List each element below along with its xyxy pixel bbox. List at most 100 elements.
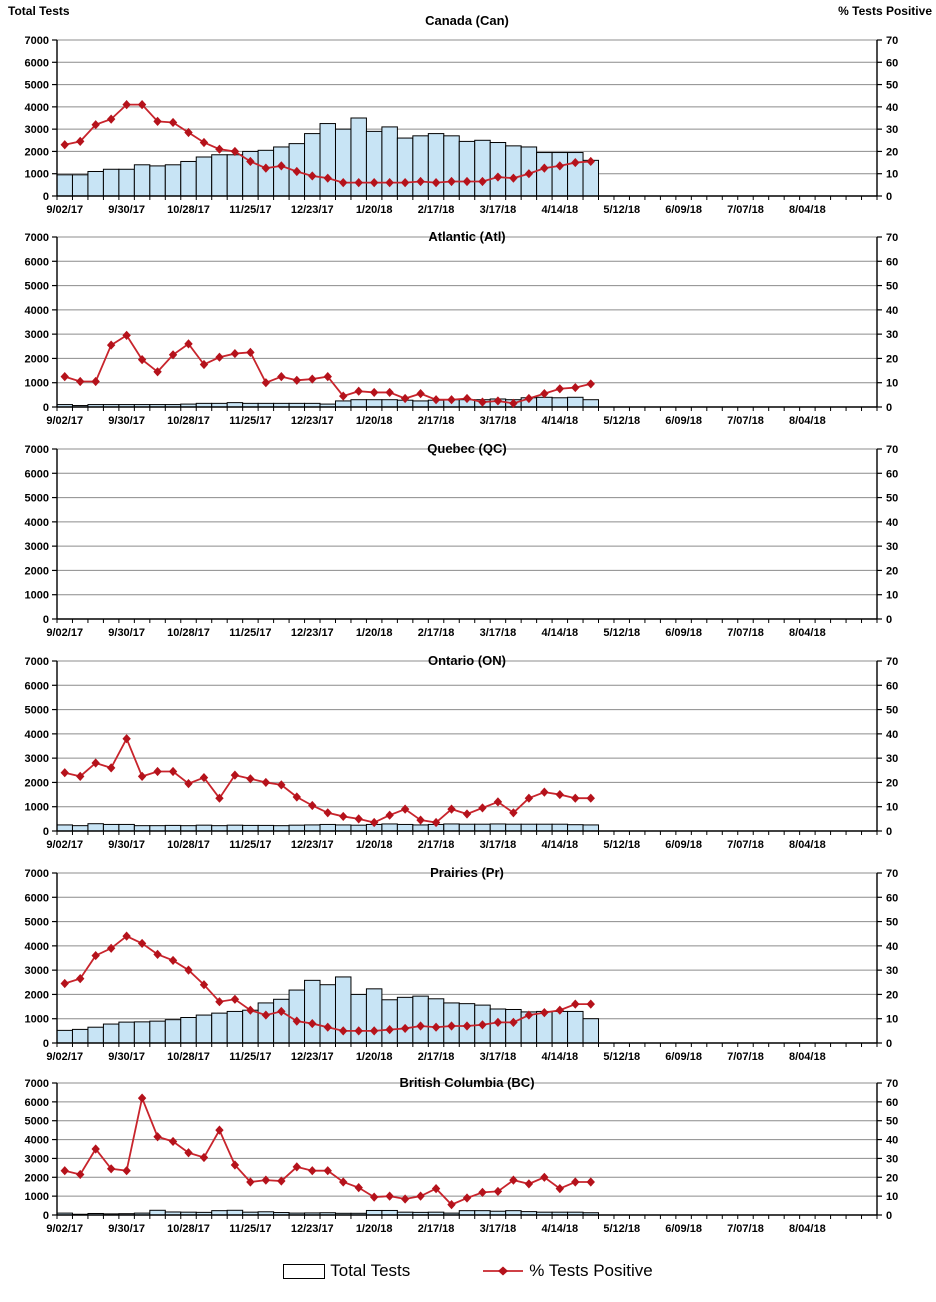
chart-canvas-prairies: 0 0 1000 10 2000 20 3000 30 4000 40 5000 50 6000 60 70… bbox=[25, 868, 899, 1063]
svg-text:40: 40 bbox=[886, 305, 898, 317]
svg-text:5/12/18: 5/12/18 bbox=[603, 627, 640, 639]
svg-text:20: 20 bbox=[886, 565, 898, 577]
svg-text:7/07/18: 7/07/18 bbox=[727, 415, 764, 427]
svg-text:3000: 3000 bbox=[25, 753, 49, 765]
svg-text:3/17/18: 3/17/18 bbox=[480, 415, 517, 427]
svg-text:2/17/18: 2/17/18 bbox=[418, 204, 455, 216]
svg-text:6/09/18: 6/09/18 bbox=[665, 839, 702, 851]
svg-text:10: 10 bbox=[886, 1014, 898, 1026]
svg-text:70: 70 bbox=[886, 656, 898, 668]
svg-text:11/25/17: 11/25/17 bbox=[229, 415, 271, 427]
svg-text:7/07/18: 7/07/18 bbox=[727, 627, 764, 639]
svg-text:40: 40 bbox=[886, 517, 898, 529]
svg-text:12/23/17: 12/23/17 bbox=[291, 415, 334, 427]
svg-text:3000: 3000 bbox=[25, 1153, 49, 1165]
svg-text:2/17/18: 2/17/18 bbox=[418, 415, 455, 427]
svg-text:12/23/17: 12/23/17 bbox=[291, 1223, 334, 1235]
svg-text:10: 10 bbox=[886, 590, 898, 602]
legend-line-label: % Tests Positive bbox=[529, 1261, 653, 1280]
chart-canvas-canada: 0 0 1000 10 2000 20 3000 30 4000 40 5000 50 6000 60 70… bbox=[25, 35, 899, 216]
svg-text:9/30/17: 9/30/17 bbox=[108, 627, 145, 639]
svg-text:2000: 2000 bbox=[25, 777, 49, 789]
svg-text:0: 0 bbox=[43, 402, 49, 414]
svg-text:11/25/17: 11/25/17 bbox=[229, 1223, 271, 1235]
svg-text:20: 20 bbox=[886, 777, 898, 789]
chart-title-quebec: Quebec (QC) bbox=[427, 441, 507, 456]
svg-text:8/04/18: 8/04/18 bbox=[789, 204, 826, 216]
svg-text:9/02/17: 9/02/17 bbox=[46, 839, 83, 851]
svg-text:3/17/18: 3/17/18 bbox=[480, 204, 517, 216]
svg-text:5000: 5000 bbox=[25, 705, 49, 717]
legend-item-pct-positive: % Tests Positive bbox=[482, 1261, 653, 1281]
svg-text:70: 70 bbox=[886, 1078, 898, 1090]
svg-text:10: 10 bbox=[886, 802, 898, 814]
svg-text:7000: 7000 bbox=[25, 1078, 49, 1090]
svg-text:12/23/17: 12/23/17 bbox=[291, 204, 334, 216]
svg-text:20: 20 bbox=[886, 989, 898, 1001]
svg-text:0: 0 bbox=[886, 1210, 892, 1222]
svg-text:30: 30 bbox=[886, 965, 898, 977]
svg-text:6000: 6000 bbox=[25, 680, 49, 692]
svg-text:2/17/18: 2/17/18 bbox=[418, 839, 455, 851]
svg-text:6000: 6000 bbox=[25, 468, 49, 480]
svg-text:50: 50 bbox=[886, 705, 898, 717]
svg-text:1/20/18: 1/20/18 bbox=[356, 839, 393, 851]
svg-text:1/20/18: 1/20/18 bbox=[356, 1223, 393, 1235]
svg-text:11/25/17: 11/25/17 bbox=[229, 627, 271, 639]
chart-canvas-atlantic: 0 0 1000 10 2000 20 3000 30 4000 40 5000 50 6000 60 70… bbox=[25, 232, 899, 427]
svg-text:4000: 4000 bbox=[25, 102, 49, 114]
chart-panel-prairies: Prairies (Pr) 0 0 1000 10 2000 20 3000 30 4000 40… bbox=[0, 861, 936, 1073]
svg-text:2/17/18: 2/17/18 bbox=[418, 627, 455, 639]
svg-text:2000: 2000 bbox=[25, 989, 49, 1001]
svg-text:50: 50 bbox=[886, 1116, 898, 1128]
left-axis-title: Total Tests bbox=[8, 4, 70, 18]
svg-text:1000: 1000 bbox=[25, 378, 49, 390]
svg-text:70: 70 bbox=[886, 232, 898, 244]
svg-text:10: 10 bbox=[886, 169, 898, 181]
svg-text:3/17/18: 3/17/18 bbox=[480, 627, 517, 639]
svg-text:11/25/17: 11/25/17 bbox=[229, 1051, 271, 1063]
svg-text:10/28/17: 10/28/17 bbox=[167, 204, 210, 216]
svg-text:2/17/18: 2/17/18 bbox=[418, 1051, 455, 1063]
svg-text:40: 40 bbox=[886, 729, 898, 741]
svg-text:2000: 2000 bbox=[25, 1172, 49, 1184]
chart-legend: Total Tests % Tests Positive bbox=[0, 1245, 936, 1297]
chart-panel-atlantic: Atlantic (Atl) 0 0 1000 10 2000 20 3000 30 4000 4… bbox=[0, 225, 936, 437]
svg-text:0: 0 bbox=[43, 1038, 49, 1050]
svg-text:0: 0 bbox=[886, 826, 892, 838]
svg-text:40: 40 bbox=[886, 102, 898, 114]
svg-text:7/07/18: 7/07/18 bbox=[727, 204, 764, 216]
svg-text:30: 30 bbox=[886, 1153, 898, 1165]
svg-text:10/28/17: 10/28/17 bbox=[167, 1051, 210, 1063]
svg-text:2000: 2000 bbox=[25, 565, 49, 577]
svg-text:70: 70 bbox=[886, 444, 898, 456]
svg-text:70: 70 bbox=[886, 35, 898, 47]
svg-text:4/14/18: 4/14/18 bbox=[541, 839, 578, 851]
svg-text:9/02/17: 9/02/17 bbox=[46, 204, 83, 216]
svg-text:8/04/18: 8/04/18 bbox=[789, 1223, 826, 1235]
chart-canvas-british-columbia: 0 0 1000 10 2000 20 3000 30 4000 40 5000 50 6000 60 70… bbox=[25, 1078, 899, 1235]
svg-text:7/07/18: 7/07/18 bbox=[727, 1051, 764, 1063]
svg-text:10/28/17: 10/28/17 bbox=[167, 1223, 210, 1235]
svg-text:2/17/18: 2/17/18 bbox=[418, 1223, 455, 1235]
svg-text:30: 30 bbox=[886, 329, 898, 341]
svg-text:5000: 5000 bbox=[25, 1116, 49, 1128]
svg-text:11/25/17: 11/25/17 bbox=[229, 204, 271, 216]
svg-text:3000: 3000 bbox=[25, 124, 49, 136]
svg-text:20: 20 bbox=[886, 146, 898, 158]
svg-text:4/14/18: 4/14/18 bbox=[541, 1223, 578, 1235]
svg-text:6/09/18: 6/09/18 bbox=[665, 204, 702, 216]
svg-text:4/14/18: 4/14/18 bbox=[541, 627, 578, 639]
svg-text:70: 70 bbox=[886, 868, 898, 880]
svg-text:60: 60 bbox=[886, 468, 898, 480]
chart-title-prairies: Prairies (Pr) bbox=[430, 865, 504, 880]
svg-text:7000: 7000 bbox=[25, 232, 49, 244]
svg-text:40: 40 bbox=[886, 941, 898, 953]
svg-text:40: 40 bbox=[886, 1135, 898, 1147]
svg-text:1/20/18: 1/20/18 bbox=[356, 627, 393, 639]
svg-text:5/12/18: 5/12/18 bbox=[603, 839, 640, 851]
svg-text:10/28/17: 10/28/17 bbox=[167, 415, 210, 427]
legend-bar-swatch bbox=[283, 1263, 326, 1279]
svg-text:0: 0 bbox=[43, 614, 49, 626]
svg-text:7000: 7000 bbox=[25, 35, 49, 47]
